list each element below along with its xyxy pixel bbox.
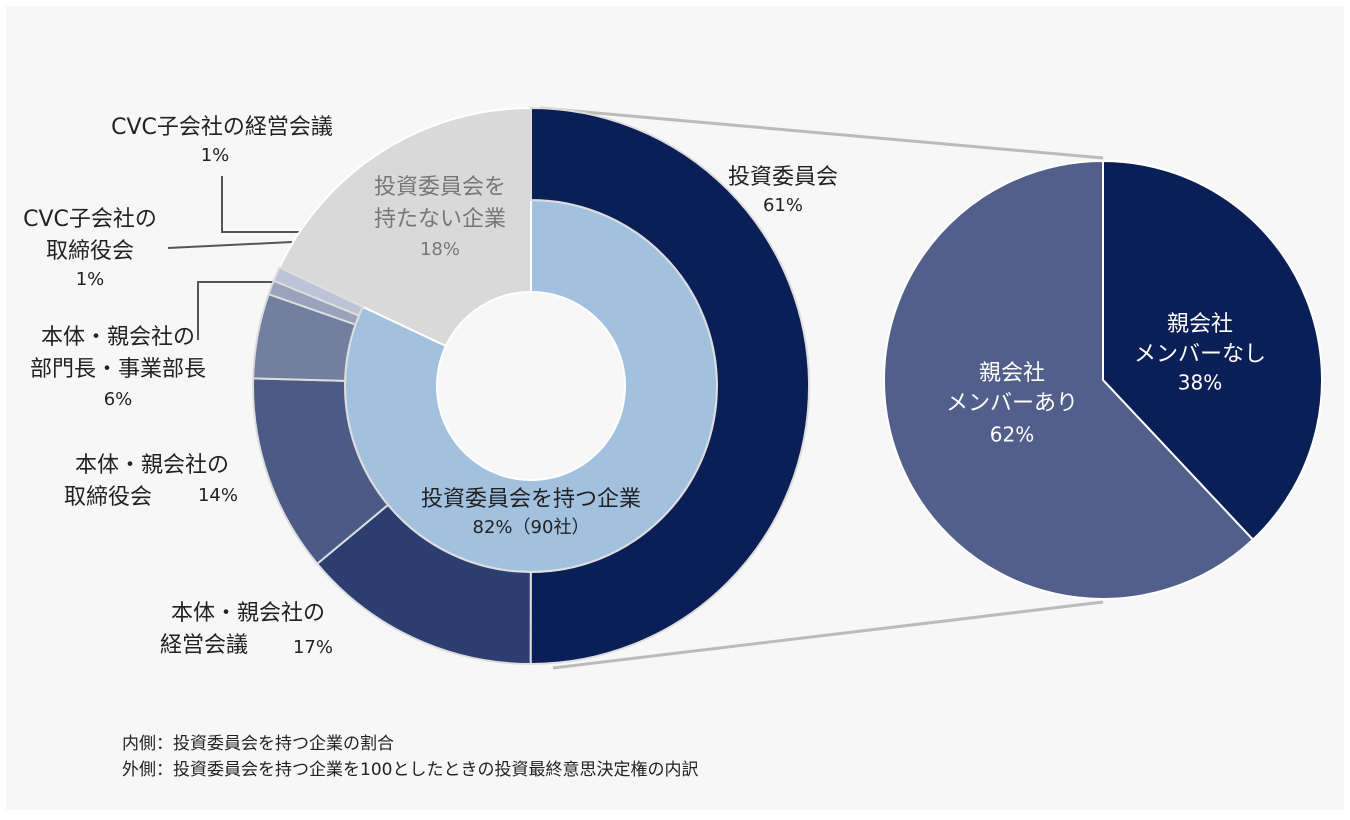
leader-line	[221, 176, 300, 233]
leader-line	[167, 241, 293, 249]
note: 内側：投資委員会を持つ企業の割合	[122, 734, 394, 754]
outer-label: 本体・親会社の部門長・事業部長	[30, 325, 206, 382]
outer-value-label: 14%	[198, 485, 238, 506]
outer-value-label: 1%	[76, 269, 105, 290]
outer-value-label: 17%	[293, 637, 333, 658]
inner-value-label: 18%	[420, 239, 460, 260]
inner-value-label: 82%（90社）	[473, 517, 590, 538]
outer-segment	[272, 266, 365, 317]
connector	[552, 600, 1104, 670]
inner-label: 投資委員会を持つ企業	[421, 487, 641, 512]
outer-label: 本体・親会社の経営会議	[160, 601, 325, 658]
pie-label: 親会社メンバーなし	[1134, 312, 1266, 367]
note: 外側：投資委員会を持つ企業を100としたときの投資最終意思決定権の内訳	[122, 760, 698, 780]
outer-value-label: 1%	[201, 145, 230, 166]
pie-slice	[1102, 159, 1323, 542]
pie-value-label: 62%	[990, 423, 1034, 447]
pie-label: 親会社メンバーあり	[946, 361, 1078, 416]
outer-label: CVC子会社の経営会議	[111, 115, 333, 140]
inner-segment	[278, 106, 532, 348]
outer-value-label: 6%	[104, 389, 133, 410]
outer-label: 本体・親会社の取締役会	[64, 453, 229, 510]
outer-segment	[529, 106, 810, 666]
outer-value-label: 61%	[763, 195, 803, 216]
outer-label: 投資委員会	[728, 165, 838, 190]
pie-value-label: 38%	[1178, 371, 1222, 395]
outer-label: CVC子会社の取締役会	[23, 207, 157, 264]
pie-slice	[883, 159, 1255, 600]
connector	[539, 106, 1104, 160]
inner-label: 投資委員会を持たない企業	[374, 175, 506, 232]
